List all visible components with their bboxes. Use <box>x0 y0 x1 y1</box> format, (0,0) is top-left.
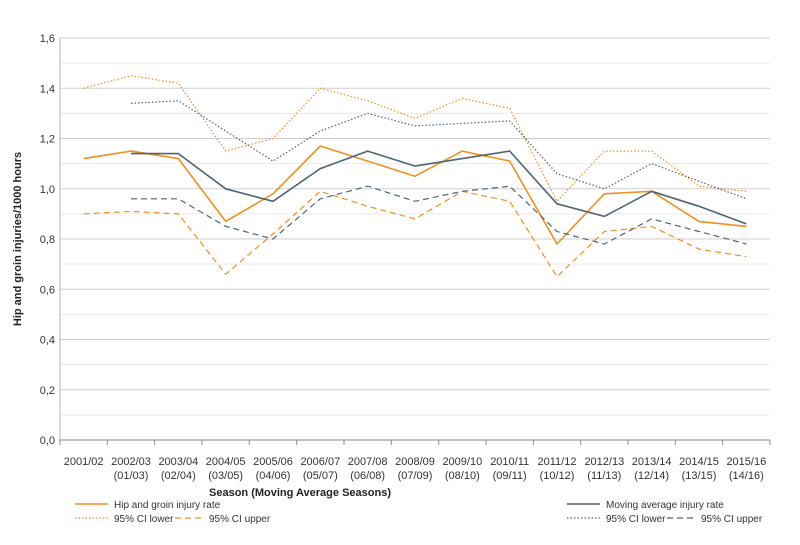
x-tick-sublabel: (05/07) <box>303 470 338 482</box>
y-tick-label: 1,0 <box>40 184 55 196</box>
legend-item-moving-average: Moving average injury rate <box>567 500 724 511</box>
x-tick-label: 2001/02 <box>64 456 104 468</box>
x-tick-label: 2009/10 <box>442 456 482 468</box>
x-tick-sublabel: (11/13) <box>587 470 621 482</box>
x-tick-label: 2010/11 <box>490 456 529 468</box>
x-tick-sublabel: (04/06) <box>256 470 291 482</box>
x-tick-sublabel: (02/04) <box>161 470 196 482</box>
x-tick-sublabel: (14/16) <box>729 470 764 482</box>
x-tick-sublabel: (03/05) <box>208 470 243 482</box>
x-axis-title: Season (Moving Average Seasons) <box>209 487 391 499</box>
x-tick-label: 2006/07 <box>300 456 340 468</box>
series-lines <box>83 75 747 278</box>
x-tick-sublabel: (13/15) <box>682 470 717 482</box>
legend-label: Hip and groin injury rate <box>114 500 221 511</box>
x-tick-labels: 2001/02 2002/03 (01/03) 2003/04 (02/04) 2004/… <box>59 440 771 482</box>
x-tick-sublabel: (09/11) <box>493 470 527 482</box>
y-tick-label: 1,6 <box>40 33 55 45</box>
y-tick-label: 1,2 <box>40 134 55 146</box>
legend-item-rate-ci-upper: 95% CI upper <box>175 514 271 525</box>
y-tick-label: 1,4 <box>40 83 55 95</box>
legend-item-rate-ci-lower: 95% CI lower <box>75 514 174 525</box>
gridlines <box>60 37 770 416</box>
x-tick-label: 2007/08 <box>348 456 388 468</box>
x-tick-label: 2014/15 <box>679 456 719 468</box>
series-moving-average <box>131 150 747 225</box>
y-axis-title: Hip and groin injuries/1000 hours <box>12 152 24 326</box>
series-ma-ci-upper <box>131 185 747 245</box>
legend-label: 95% CI upper <box>209 514 271 525</box>
legend-item-ma-ci-lower: 95% CI lower <box>567 514 666 525</box>
x-tick-label: 2011/12 <box>538 456 577 468</box>
x-tick-sublabel: (08/10) <box>445 470 480 482</box>
x-tick-label: 2013/14 <box>632 456 672 468</box>
y-tick-label: 0,2 <box>40 385 55 397</box>
y-tick-label: 0,4 <box>40 335 55 347</box>
legend-label: 95% CI lower <box>606 514 666 525</box>
y-tick-label: 0,0 <box>40 435 55 447</box>
x-tick-sublabel: (12/14) <box>634 470 669 482</box>
series-rate-ci-upper <box>83 190 747 278</box>
legend-label: 95% CI lower <box>114 514 174 525</box>
y-tick-label: 0,6 <box>40 284 55 296</box>
legend-label: 95% CI upper <box>701 514 763 525</box>
series-hip-groin-rate <box>83 145 747 245</box>
legend: Hip and groin injury rate 95% CI lower 9… <box>75 500 763 525</box>
legend-item-hip-groin-rate: Hip and groin injury rate <box>75 500 221 511</box>
x-tick-label: 2012/13 <box>584 456 624 468</box>
axes <box>59 38 770 441</box>
x-tick-label: 2008/09 <box>395 456 435 468</box>
x-tick-sublabel: (07/09) <box>398 470 433 482</box>
x-tick-label: 2015/16 <box>726 456 766 468</box>
series-ma-ci-lower <box>130 100 747 200</box>
x-tick-label: 2005/06 <box>253 456 293 468</box>
x-tick-sublabel: (06/08) <box>350 470 385 482</box>
x-tick-sublabel: (01/03) <box>114 470 149 482</box>
x-tick-label: 2004/05 <box>206 456 246 468</box>
x-tick-label: 2003/04 <box>158 456 198 468</box>
legend-item-ma-ci-upper: 95% CI upper <box>667 514 763 525</box>
x-tick-sublabel: (10/12) <box>540 470 575 482</box>
y-tick-labels: 0,0 0,2 0,4 0,6 0,8 1,0 1,2 1,4 1,6 <box>40 33 55 447</box>
x-tick-label: 2002/03 <box>111 456 151 468</box>
legend-label: Moving average injury rate <box>606 500 724 511</box>
y-tick-label: 0,8 <box>40 234 55 246</box>
